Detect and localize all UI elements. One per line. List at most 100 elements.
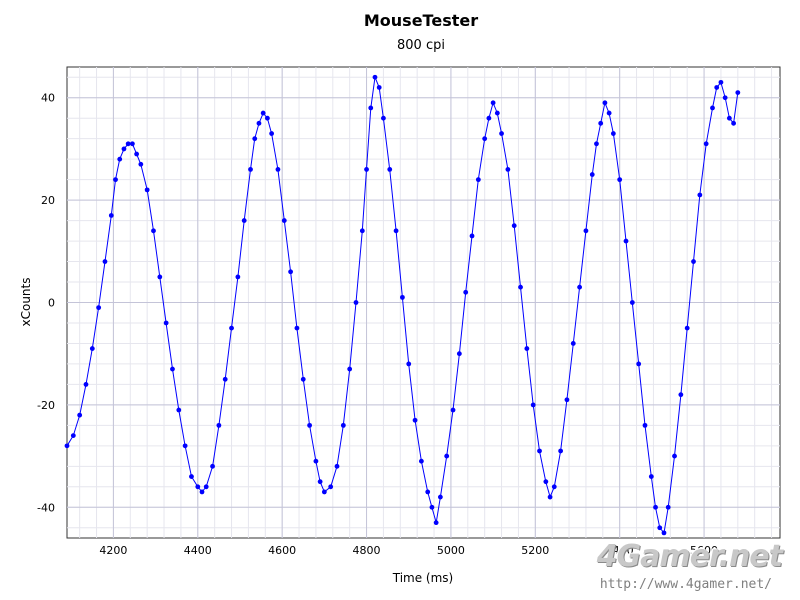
- data-point: [321, 489, 327, 495]
- x-tick-label: 5000: [437, 544, 465, 557]
- data-point: [657, 525, 663, 531]
- data-point: [248, 166, 253, 172]
- data-point: [182, 443, 188, 449]
- data-point: [665, 504, 671, 510]
- data-point: [703, 141, 709, 147]
- data-point: [710, 105, 715, 111]
- data-point: [381, 115, 386, 121]
- data-point: [494, 110, 500, 116]
- data-point: [577, 284, 583, 290]
- x-tick-label: 5400: [606, 544, 634, 557]
- data-point: [372, 74, 378, 80]
- data-point: [264, 115, 270, 121]
- data-point: [393, 228, 399, 234]
- y-tick-label: 20: [41, 194, 55, 207]
- data-point: [353, 300, 359, 305]
- x-tick-label: 4600: [268, 544, 296, 557]
- y-tick-label: -20: [37, 399, 55, 412]
- data-point: [163, 320, 169, 326]
- data-point: [437, 494, 443, 500]
- data-point: [89, 346, 95, 351]
- data-point: [543, 479, 549, 485]
- data-point: [653, 504, 658, 510]
- data-point: [511, 223, 517, 229]
- data-point: [307, 422, 312, 428]
- data-point: [735, 90, 741, 95]
- data-point: [64, 443, 70, 449]
- grid: [67, 67, 780, 538]
- data-point: [241, 218, 247, 223]
- data-point: [570, 341, 576, 346]
- data-point: [102, 259, 108, 264]
- data-point: [176, 407, 182, 413]
- data-point: [151, 228, 156, 234]
- data-point: [96, 305, 102, 311]
- y-tick-label: 0: [48, 297, 55, 310]
- data-point: [551, 484, 557, 490]
- data-point: [412, 417, 418, 423]
- data-point: [490, 100, 496, 106]
- data-point: [70, 433, 76, 439]
- data-point: [129, 141, 135, 147]
- data-point: [260, 110, 266, 116]
- data-point: [313, 458, 319, 464]
- data-point: [661, 530, 667, 536]
- data-point: [537, 448, 542, 454]
- data-point: [144, 187, 150, 193]
- data-point: [216, 422, 222, 428]
- data-point: [252, 136, 258, 142]
- data-point: [456, 351, 462, 357]
- data-point: [328, 484, 334, 490]
- x-tick-label: 4800: [353, 544, 381, 557]
- y-tick-label: 40: [41, 92, 55, 105]
- data-point: [629, 300, 635, 305]
- data-point: [387, 166, 393, 172]
- data-point: [583, 228, 589, 234]
- data-point: [636, 361, 642, 367]
- tick-labels-group: 4200 4400 4600 4800 5000 5200 5400 5600 -40 -20 0 2…: [37, 92, 718, 557]
- data-point: [547, 494, 553, 500]
- data-point: [235, 274, 241, 280]
- data-point: [463, 289, 469, 295]
- data-point: [518, 284, 523, 290]
- data-point: [376, 85, 382, 90]
- data-point: [108, 213, 114, 218]
- data-point: [368, 105, 374, 111]
- series-line-group: [66, 75, 739, 535]
- data-point: [433, 520, 439, 526]
- data-point: [499, 131, 504, 136]
- data-point: [505, 166, 511, 172]
- data-point: [334, 463, 340, 469]
- series-points-group: [64, 74, 741, 536]
- data-point: [425, 489, 431, 495]
- data-point: [203, 484, 209, 490]
- data-point: [718, 79, 724, 85]
- data-point: [125, 141, 131, 147]
- data-point: [170, 366, 175, 372]
- data-point: [524, 346, 530, 351]
- data-point: [726, 115, 732, 121]
- data-point: [482, 136, 488, 142]
- x-tick-label: 5600: [690, 544, 718, 557]
- data-point: [594, 141, 599, 147]
- data-point: [294, 325, 300, 331]
- data-point: [642, 422, 648, 428]
- data-point: [83, 382, 89, 387]
- data-point: [469, 233, 475, 239]
- data-point: [138, 161, 144, 167]
- data-point: [602, 100, 608, 106]
- data-point: [714, 85, 720, 90]
- data-point: [347, 366, 353, 372]
- data-point: [269, 131, 275, 136]
- data-point: [648, 474, 654, 479]
- data-point: [275, 166, 281, 172]
- watermark-logo: 4Gamer.net: [596, 539, 783, 574]
- x-tick-label: 4200: [99, 544, 127, 557]
- data-point: [359, 228, 365, 234]
- data-point: [157, 274, 163, 280]
- data-point: [288, 269, 294, 275]
- data-point: [722, 95, 728, 101]
- data-point: [606, 110, 612, 116]
- data-point: [672, 453, 677, 459]
